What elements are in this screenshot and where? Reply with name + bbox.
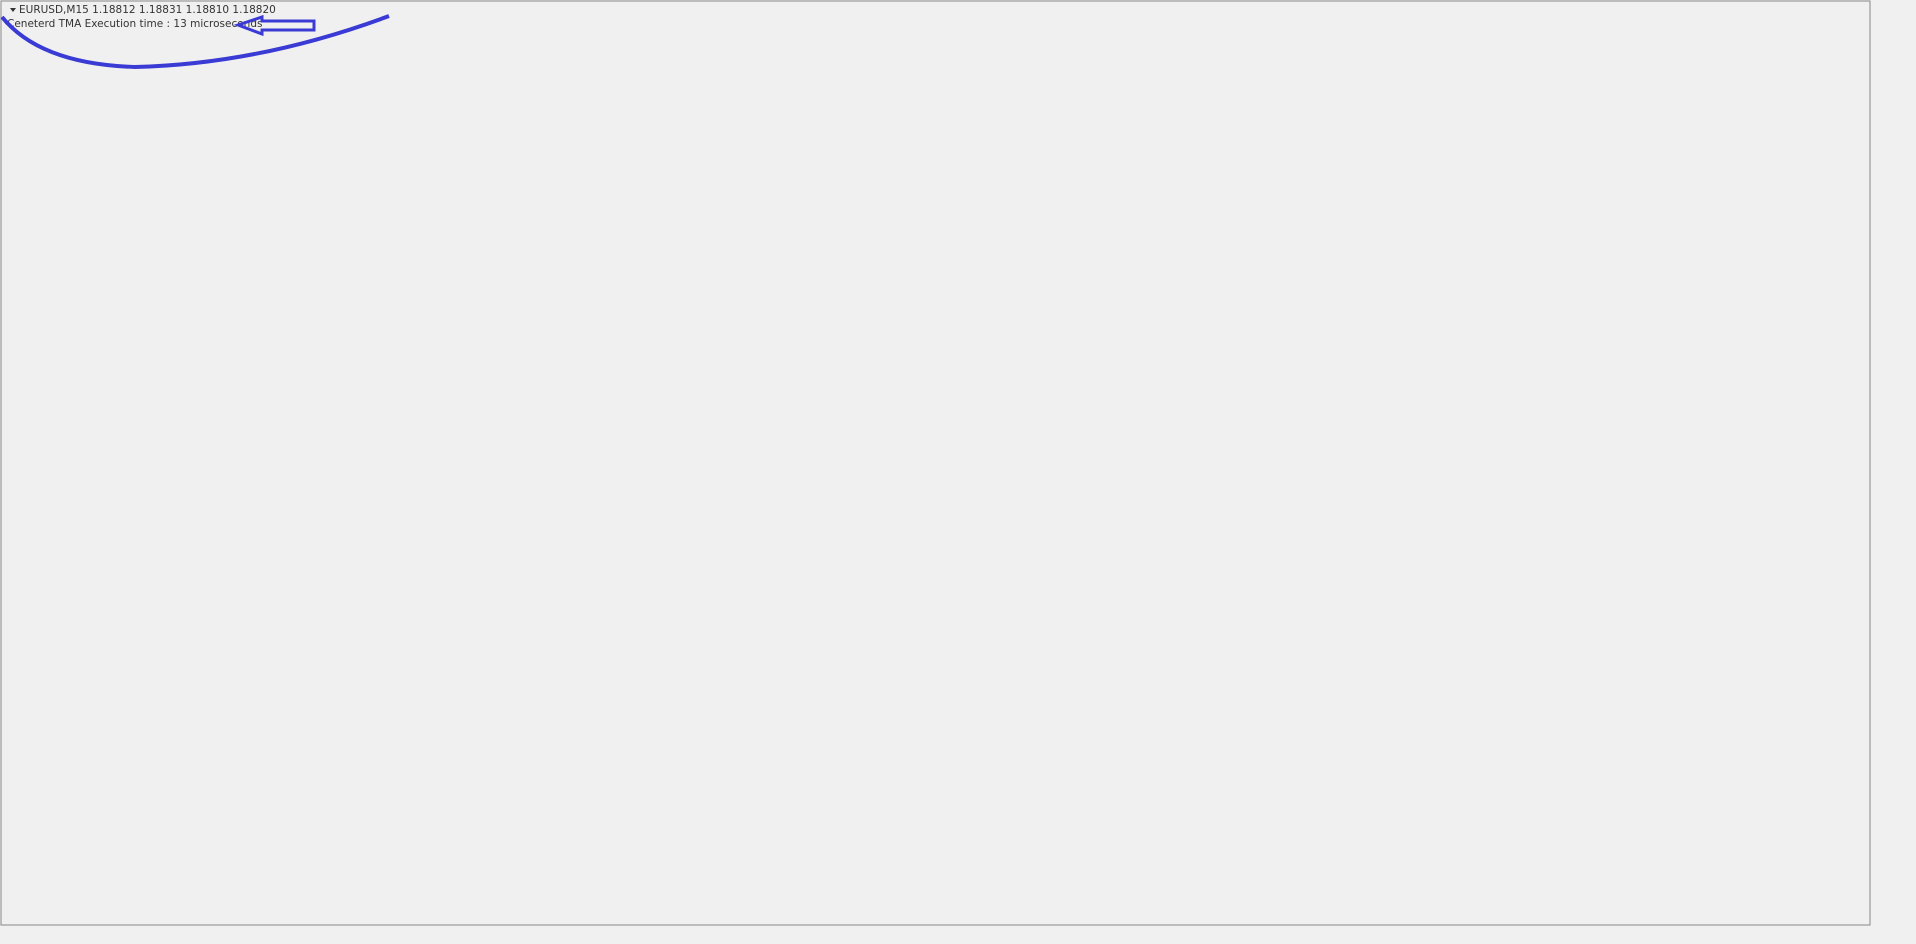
plot-frame xyxy=(0,0,1871,926)
chart-header: EURUSD,M15 1.18812 1.18831 1.18810 1.188… xyxy=(19,4,276,16)
annotation-curve xyxy=(0,14,390,70)
indicator-info: Ceneterd TMA Execution time : 13 microse… xyxy=(7,18,262,30)
annotation-arrow xyxy=(233,14,316,37)
collapse-icon xyxy=(10,8,16,12)
